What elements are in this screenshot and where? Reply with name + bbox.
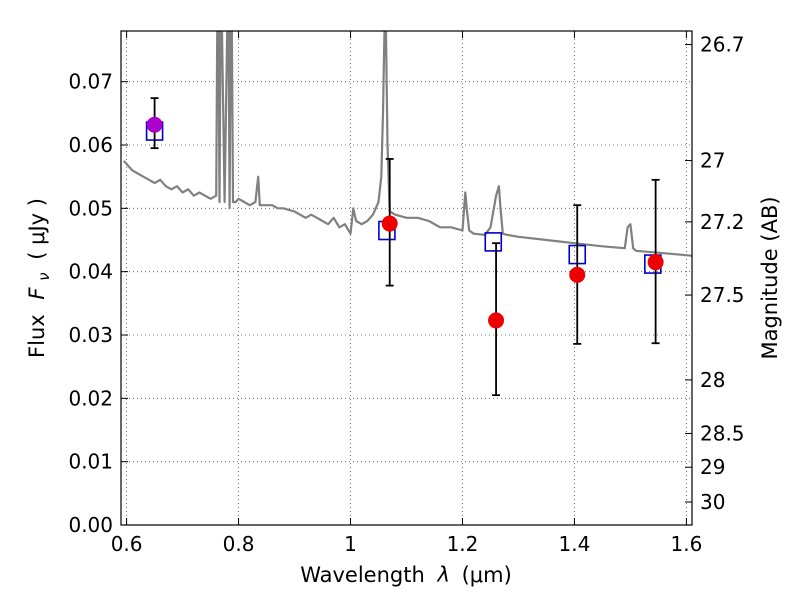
y-axis-symbol: F xyxy=(25,287,49,300)
x-tick-label: 0.6 xyxy=(111,532,143,556)
x-tick-label: 1.6 xyxy=(670,532,702,556)
y-tick-label: 0.00 xyxy=(68,513,113,537)
y2-axis-ticks: 26.7 27 27.2 27.5 28 28.5 29 30 xyxy=(685,33,745,514)
y-axis-title: Flux F ν ( μJy ) xyxy=(25,198,54,358)
x-tick-label: 1.4 xyxy=(559,532,591,556)
y2-tick-label: 28 xyxy=(700,368,725,392)
observed-circle-point xyxy=(488,312,505,329)
observed-circle-point xyxy=(146,116,163,133)
template-square-point xyxy=(484,232,503,252)
y-tick-label: 0.03 xyxy=(68,323,113,347)
x-axis-symbol: λ xyxy=(436,563,449,587)
y2-tick-label: 28.5 xyxy=(700,421,745,445)
y2-tick-label: 29 xyxy=(700,455,725,479)
y2-tick-label: 27.5 xyxy=(700,283,745,307)
x-axis-title: Wavelength λ (μm) xyxy=(300,563,512,587)
observed-circle-point xyxy=(381,215,398,232)
y-tick-label: 0.02 xyxy=(68,386,113,410)
y2-tick-label: 27 xyxy=(700,149,725,173)
y2-axis-title: Magnitude (AB) xyxy=(758,196,782,359)
x-axis-label-text: Wavelength xyxy=(300,563,425,587)
y-axis-unit: ( μJy ) xyxy=(25,198,49,260)
y-tick-label: 0.07 xyxy=(68,70,113,94)
plot-frame xyxy=(120,30,693,526)
x-axis-ticks: 0.6 0.8 1 1.2 1.4 1.6 xyxy=(111,31,702,556)
y2-tick-label: 27.2 xyxy=(700,210,745,234)
y2-tick-label: 30 xyxy=(700,490,725,514)
y-tick-label: 0.04 xyxy=(68,260,113,284)
y-axis-label-text: Flux xyxy=(25,314,49,358)
x-axis-unit: (μm) xyxy=(462,563,512,587)
y-axis-ticks: 0.00 0.01 0.02 0.03 0.04 0.05 0.06 0.07 xyxy=(68,70,128,537)
observed-circle-point xyxy=(647,254,664,271)
y-tick-label: 0.01 xyxy=(68,450,113,474)
y-axis-subscript: ν xyxy=(35,272,53,280)
y-tick-label: 0.06 xyxy=(68,133,113,157)
x-tick-label: 1 xyxy=(344,532,357,556)
x-tick-label: 0.8 xyxy=(223,532,255,556)
points-layer xyxy=(145,97,664,397)
spectrum-layer xyxy=(122,31,692,257)
y-tick-label: 0.05 xyxy=(68,196,113,220)
spectrum-line xyxy=(122,31,692,257)
y2-tick-label: 26.7 xyxy=(700,33,745,57)
observed-circle-point xyxy=(569,266,586,283)
x-tick-label: 1.2 xyxy=(447,532,479,556)
